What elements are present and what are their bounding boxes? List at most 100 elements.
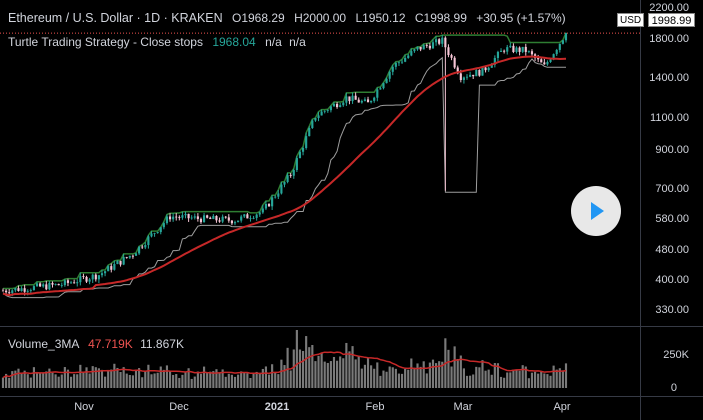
candle-body [391, 66, 394, 72]
volume-bar [345, 342, 348, 388]
volume-bar [419, 366, 422, 388]
volume-bar [26, 374, 29, 388]
candle-body [153, 233, 156, 234]
volume-bar [144, 370, 147, 388]
candle-body [66, 280, 70, 283]
candle-body [45, 284, 48, 290]
volume-bar [252, 373, 255, 388]
candle-body [407, 55, 410, 58]
volume-bar [540, 371, 543, 388]
volume-bar [388, 366, 391, 388]
volume-bar [51, 372, 54, 388]
candle-body [181, 215, 184, 218]
volume-bar [329, 361, 332, 388]
volume-bar [32, 367, 36, 388]
candle-body [354, 95, 357, 100]
volume-bar [431, 359, 435, 388]
current-price-label: 1998.99 [648, 13, 695, 27]
volume-bar [184, 372, 187, 388]
volume-bar [493, 363, 496, 388]
candle-body [184, 213, 187, 216]
candle-body [255, 214, 258, 218]
volume-bar [224, 376, 227, 388]
volume-bar [23, 370, 26, 388]
candle-body [141, 246, 144, 248]
indicator-name[interactable]: Turtle Trading Strategy - Close stops [8, 35, 203, 49]
volume-bar [150, 374, 153, 388]
candle-body [373, 97, 376, 101]
candle-body [73, 282, 76, 284]
change-value: +30.95 (+1.57%) [476, 11, 566, 25]
candle-body [410, 51, 413, 56]
candle-body [465, 76, 469, 78]
candle-body [472, 74, 475, 77]
play-button[interactable] [571, 186, 621, 236]
volume-bar [552, 365, 555, 388]
candle-body [100, 273, 104, 276]
candle-body [82, 276, 85, 277]
volume-bar [336, 360, 339, 388]
candle-body [543, 62, 546, 65]
indicator-na-1: n/a [265, 35, 282, 49]
candle-body [484, 67, 487, 71]
volume-bar [407, 369, 410, 388]
candle-body [104, 271, 107, 274]
volume-bar [478, 367, 481, 388]
candle-body [258, 212, 261, 215]
volume-bar [289, 370, 292, 388]
open-value: O1968.29 [232, 11, 285, 25]
volume-bar [199, 373, 203, 388]
volume-bar [447, 349, 450, 388]
volume-bar [435, 363, 438, 388]
volume-chart[interactable] [0, 0, 640, 420]
candle-body [280, 184, 283, 194]
candle-body [165, 216, 169, 224]
volume-bar [181, 374, 184, 388]
volume-indicator-name[interactable]: Volume_3MA [8, 337, 79, 351]
candle-body [564, 33, 568, 41]
moving-average-line [2, 55, 567, 297]
volume-bar [14, 370, 17, 388]
candle-body [97, 275, 100, 280]
volume-bar [206, 372, 209, 388]
volume-bar [481, 360, 484, 388]
volume-bar [5, 373, 8, 388]
volume-bar [465, 375, 469, 388]
candle-body [431, 42, 435, 49]
price-tick: 1100.00 [650, 112, 689, 124]
candle-body [348, 96, 351, 102]
volume-bar [264, 366, 268, 388]
candle-body [509, 45, 512, 48]
candle-body [428, 45, 431, 49]
volume-bar [499, 376, 503, 388]
volume-bar [165, 365, 169, 388]
volume-bar [237, 374, 240, 388]
candle-body [481, 67, 484, 76]
candle-body [388, 71, 391, 79]
volume-bar [138, 368, 141, 388]
candle-body [478, 69, 481, 76]
volume-bar [141, 377, 144, 388]
candle-body [561, 40, 564, 44]
volume-bar [459, 355, 462, 388]
volume-bar [422, 361, 425, 388]
symbol-title[interactable]: Ethereum / U.S. Dollar · 1D · KRAKEN [8, 11, 223, 25]
candle-body [336, 103, 339, 108]
candle-body [342, 102, 345, 106]
volume-bar [91, 366, 94, 388]
volume-bar [246, 373, 249, 388]
candle-body [159, 227, 162, 233]
volume-bar [543, 373, 546, 388]
candle-body [499, 50, 503, 52]
candle-body [221, 216, 224, 222]
candle-body [277, 193, 280, 197]
candle-body [218, 220, 221, 222]
candle-body [54, 283, 57, 285]
volume-bar [391, 367, 394, 388]
pane-divider[interactable] [0, 326, 703, 327]
price-chart[interactable] [0, 0, 640, 330]
volume-bar [48, 368, 51, 388]
breakout-line [3, 32, 567, 290]
candle-body [175, 216, 178, 218]
candle-body [240, 216, 243, 221]
